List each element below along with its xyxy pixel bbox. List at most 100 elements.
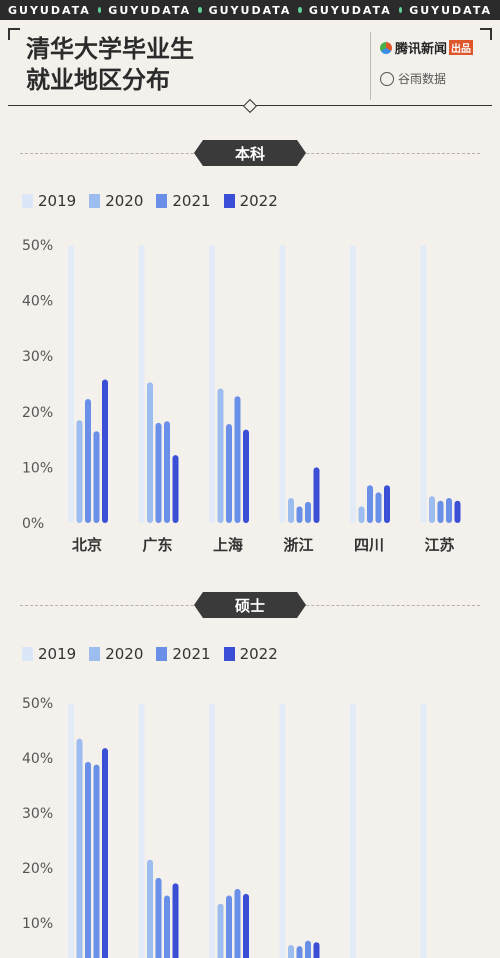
bar <box>243 893 249 958</box>
x-tick-label: 江苏 <box>424 536 454 554</box>
bar-track <box>138 703 145 958</box>
section-label: 本科 <box>194 140 306 166</box>
bar <box>85 761 91 958</box>
bar <box>226 424 232 523</box>
page-title: 清华大学毕业生 就业地区分布 <box>26 34 326 96</box>
bar <box>76 738 83 958</box>
legend-swatch <box>223 194 235 208</box>
bar-track <box>279 245 286 523</box>
title-line: 就业地区分布 <box>26 66 170 94</box>
bar-track <box>68 703 74 958</box>
ticker-text: GUYUDATA <box>108 3 192 17</box>
bar-track <box>209 703 215 958</box>
ticker-dot <box>198 7 202 13</box>
legend-swatch <box>22 647 33 661</box>
legend-label: 2020 <box>105 192 144 210</box>
bar <box>437 500 444 523</box>
guyu-data-logo: 谷雨数据 <box>380 70 446 87</box>
undergrad-chart: 50% 40% 30% 20% 10% 0% 北京 广东 上海 浙江 四川 江苏 <box>22 238 461 554</box>
bar <box>454 500 461 523</box>
logo-tag: 出品 <box>449 40 474 55</box>
bar <box>296 946 303 958</box>
ticker-dot <box>398 7 403 13</box>
ticker-text: GUYUDATA <box>208 3 292 17</box>
ticker-text: GUYUDATA <box>409 3 492 17</box>
bar <box>102 748 108 958</box>
legend-swatch <box>89 194 101 208</box>
ticker-text: GUYUDATA <box>308 3 392 17</box>
guyu-icon <box>380 71 394 86</box>
bar <box>367 485 373 523</box>
bar <box>288 945 294 958</box>
bar-track <box>350 245 356 523</box>
bar-track <box>138 245 145 523</box>
tencent-news-icon <box>380 41 392 54</box>
bar <box>172 455 179 523</box>
bar-track <box>209 245 215 523</box>
bar <box>234 888 241 958</box>
y-tick-label: 10% <box>22 916 53 932</box>
brand-ticker: GUYUDATA GUYUDATA GUYUDATA GUYUDATA GUYU… <box>0 0 500 20</box>
legend-item: 2021 <box>156 192 211 210</box>
bar <box>375 492 382 523</box>
bar <box>288 497 294 523</box>
y-tick-label: 30% <box>22 806 53 822</box>
bar <box>313 942 320 958</box>
bar <box>172 883 179 958</box>
header-divider <box>370 32 371 100</box>
tencent-news-logo: 腾讯新闻 出品 <box>380 38 474 57</box>
bar <box>164 895 170 958</box>
legend: 2019 2020 2021 2022 <box>22 645 291 663</box>
bar <box>296 506 303 523</box>
legend-label: 2021 <box>172 192 211 210</box>
legend-item: 2021 <box>156 645 211 663</box>
legend-item: 2019 <box>22 192 76 210</box>
bar <box>155 422 162 523</box>
bar <box>85 399 91 523</box>
y-tick-label: 40% <box>22 751 53 767</box>
bar <box>164 421 170 523</box>
legend-swatch <box>89 647 101 661</box>
bar <box>102 379 108 523</box>
x-tick-label: 上海 <box>213 536 243 554</box>
bar-track <box>68 245 74 523</box>
bar <box>234 396 241 523</box>
corner-bracket <box>8 28 20 40</box>
bar <box>429 496 435 523</box>
bar <box>384 485 390 523</box>
y-tick-label: 0% <box>22 516 44 532</box>
ticker-dot <box>97 7 102 13</box>
bar <box>305 501 311 523</box>
bar <box>147 859 153 958</box>
bar <box>358 506 365 523</box>
y-tick-label: 50% <box>22 238 53 254</box>
y-tick-label: 50% <box>22 696 53 712</box>
x-tick-label: 北京 <box>72 536 102 554</box>
bar <box>93 431 100 523</box>
legend-swatch <box>22 194 33 208</box>
bar <box>217 903 224 958</box>
x-tick-label: 广东 <box>142 536 172 554</box>
y-tick-label: 10% <box>22 460 53 476</box>
legend-item: 2022 <box>223 192 278 210</box>
bar <box>226 895 232 958</box>
logo-text: 腾讯新闻 <box>395 42 448 57</box>
master-chart: 50% 40% 30% 20% 10% <box>22 696 427 958</box>
legend-swatch <box>223 647 235 661</box>
bar <box>155 877 162 958</box>
bar <box>313 467 320 523</box>
bar-track <box>420 245 427 523</box>
ticker-dot <box>298 7 302 13</box>
legend-item: 2020 <box>89 192 143 210</box>
legend-label: 2019 <box>38 192 77 210</box>
ticker-text: GUYUDATA <box>8 3 91 17</box>
y-tick-label: 20% <box>22 861 53 877</box>
y-tick-label: 40% <box>22 294 53 310</box>
title-line: 清华大学毕业生 <box>26 35 194 63</box>
bar-track <box>420 703 427 958</box>
legend-item: 2020 <box>89 645 143 663</box>
x-tick-label: 四川 <box>354 536 384 554</box>
legend-label: 2021 <box>172 645 211 663</box>
legend-label: 2022 <box>239 645 278 663</box>
bar <box>76 420 83 523</box>
